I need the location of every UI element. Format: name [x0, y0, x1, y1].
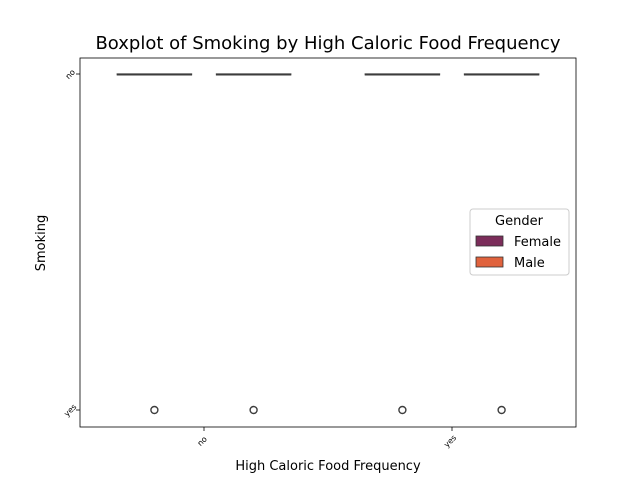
outlier-point: [150, 405, 159, 415]
outlier-point: [497, 405, 506, 415]
x-axis-label: High Caloric Food Frequency: [235, 459, 421, 474]
plot-area: [79, 57, 577, 428]
legend-swatch-female: [475, 235, 504, 247]
legend-label-female: Female: [514, 235, 561, 250]
x-tick-label: yes: [442, 433, 458, 449]
outlier-point: [398, 405, 407, 415]
legend: Gender Female Male: [469, 208, 570, 276]
y-tick-label: no: [64, 68, 77, 81]
outlier-point: [249, 405, 258, 415]
y-tick-label: yes: [62, 402, 78, 418]
x-tick-label: no: [196, 434, 209, 447]
legend-title: Gender: [495, 214, 544, 229]
chart-title: Boxplot of Smoking by High Caloric Food …: [95, 33, 560, 54]
legend-label-male: Male: [514, 256, 545, 271]
legend-swatch-male: [475, 256, 504, 268]
y-axis-label: Smoking: [34, 215, 49, 272]
